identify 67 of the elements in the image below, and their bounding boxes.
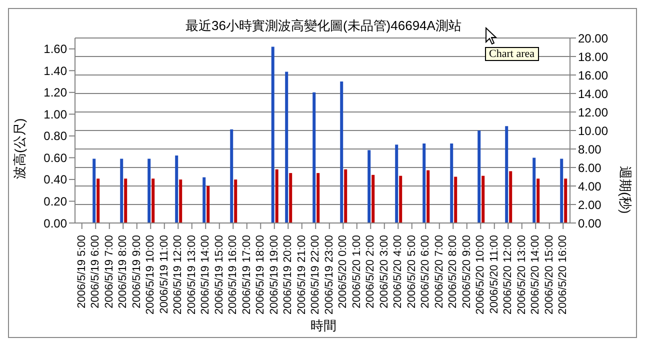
x-tick-label: 2006/5/19 14:00 xyxy=(200,235,212,315)
y-tick-label: 0.40 xyxy=(44,172,68,187)
x-tick-label: 2006/5/20 14:00 xyxy=(530,235,542,315)
y-axis-title: 波高(公尺) xyxy=(11,118,28,179)
y-tick-label: 1.60 xyxy=(44,42,68,56)
x-tick-label: 2006/5/19 10:00 xyxy=(144,235,157,315)
x-tick-label: 2006/5/19 12:00 xyxy=(172,235,184,315)
y2-tick-label: 2.00 xyxy=(578,198,602,212)
y2-tick-label: 18.00 xyxy=(578,50,608,64)
y-tick-label: 0.80 xyxy=(44,129,68,144)
bar xyxy=(271,46,274,223)
y-tick-label: 1.40 xyxy=(44,64,68,78)
x-axis-title: 時間 xyxy=(310,317,338,335)
x-tick-label: 2006/5/19 13:00 xyxy=(186,235,198,315)
y-tick-label: 0.20 xyxy=(44,194,68,208)
y2-axis-title: 週期(秒) xyxy=(617,166,634,214)
x-tick-label: 2006/5/19 23:00 xyxy=(323,235,336,315)
x-tick-label: 2006/5/20 5:00 xyxy=(406,235,418,308)
y-tick-label: 0.60 xyxy=(44,150,68,165)
x-tick-label: 2006/5/19 15:00 xyxy=(213,235,226,315)
x-tick-label: 2006/5/20 2:00 xyxy=(364,235,377,308)
chart-title: 最近36小時實測波高變化圖(未品管)46694A測站 xyxy=(186,18,462,33)
bar xyxy=(285,72,288,223)
x-tick-label: 2006/5/20 10:00 xyxy=(474,235,487,315)
bar xyxy=(230,129,234,223)
x-tick-label: 2006/5/20 16:00 xyxy=(557,235,570,315)
y-tick-label: 0.00 xyxy=(44,216,68,230)
x-tick-label: 2006/5/19 9:00 xyxy=(130,235,143,308)
y-tick-label: 1.00 xyxy=(44,107,68,122)
x-tick-label: 2006/5/19 16:00 xyxy=(227,235,240,315)
x-tick-label: 2006/5/20 12:00 xyxy=(502,235,514,315)
y2-tick-label: 10.00 xyxy=(578,124,608,138)
x-tick-label: 2006/5/19 11:00 xyxy=(158,235,170,314)
x-tick-label: 2006/5/20 7:00 xyxy=(433,235,446,308)
x-tick-label: 2006/5/20 0:00 xyxy=(337,235,350,308)
y2-tick-label: 0.00 xyxy=(578,216,602,230)
x-tick-label: 2006/5/19 21:00 xyxy=(296,235,308,315)
y2-tick-label: 8.00 xyxy=(578,142,602,156)
x-tick-label: 2006/5/19 20:00 xyxy=(282,235,294,315)
y2-tick-label: 20.00 xyxy=(578,31,608,46)
x-tick-label: 2006/5/19 7:00 xyxy=(103,235,116,308)
y-tick-label: 1.20 xyxy=(44,86,68,100)
x-tick-label: 2006/5/20 9:00 xyxy=(460,235,473,308)
x-tick-label: 2006/5/20 6:00 xyxy=(420,235,432,308)
x-tick-label: 2006/5/19 19:00 xyxy=(268,235,280,315)
x-tick-label: 2006/5/19 17:00 xyxy=(240,235,253,315)
y2-tick-label: 16.00 xyxy=(578,68,608,82)
x-tick-label: 2006/5/20 15:00 xyxy=(543,235,556,315)
x-tick-label: 2006/5/19 22:00 xyxy=(310,235,322,315)
y2-tick-label: 12.00 xyxy=(578,105,608,120)
bar xyxy=(312,92,316,223)
x-tick-label: 2006/5/19 18:00 xyxy=(254,235,267,315)
x-tick-label: 2006/5/20 3:00 xyxy=(378,235,390,308)
bar xyxy=(275,169,278,223)
x-tick-label: 2006/5/20 13:00 xyxy=(516,235,528,315)
x-tick-label: 2006/5/19 5:00 xyxy=(76,235,88,308)
x-tick-label: 2006/5/20 11:00 xyxy=(488,235,500,314)
x-tick-label: 2006/5/19 8:00 xyxy=(117,235,130,308)
y2-tick-label: 14.00 xyxy=(578,86,608,101)
x-tick-label: 2006/5/20 1:00 xyxy=(350,235,363,308)
bar xyxy=(340,82,344,223)
y2-tick-label: 4.00 xyxy=(578,179,602,194)
x-tick-label: 2006/5/20 4:00 xyxy=(392,235,404,308)
annotation: Chart area xyxy=(485,47,538,61)
y2-tick-label: 6.00 xyxy=(578,160,602,175)
x-tick-label: 2006/5/20 8:00 xyxy=(447,235,460,308)
x-tick-label: 2006/5/19 6:00 xyxy=(90,235,102,308)
